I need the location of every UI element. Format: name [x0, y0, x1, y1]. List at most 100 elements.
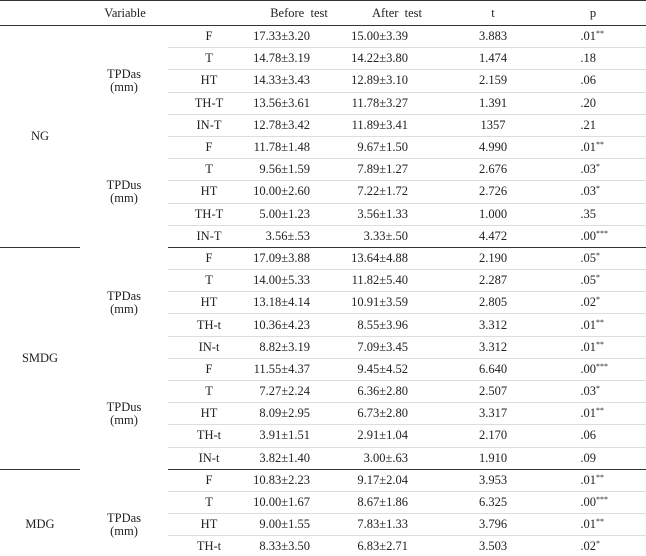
t-value: 6.325: [446, 491, 541, 515]
p-value: .03: [580, 184, 597, 199]
table-row: TPDus (mm) F 11.78±1.48 9.67±1.50 4.990.01**: [0, 136, 646, 204]
table-row: T 10.00±1.67 8.67±1.86 6.325.00***: [0, 491, 646, 515]
before-test: 17.09±3.88: [250, 247, 349, 271]
item: IN-t: [168, 447, 251, 470]
after-test: 3.56±1.33: [348, 203, 447, 226]
p-cell: .03*: [540, 380, 646, 404]
after-test: 14.22±3.80: [348, 47, 447, 71]
p-cell: .01**: [540, 25, 646, 49]
header-cell: After test: [348, 0, 447, 26]
header-cell: t: [446, 0, 541, 26]
after-test: 10.91±3.59: [348, 291, 447, 315]
t-value: 2.287: [446, 269, 541, 293]
table-row: HT 10.00±2.60 7.22±1.72 2.726.03*: [0, 180, 646, 204]
table-row: T 7.27±2.24 6.36±2.80 2.507.03*: [0, 380, 646, 404]
p-cell: .35​: [540, 203, 646, 226]
p-cell: .00***: [540, 491, 646, 515]
p-cell: .18​: [540, 47, 646, 71]
item: F: [168, 358, 251, 382]
item: T: [168, 269, 251, 293]
p-cell: .21​: [540, 114, 646, 137]
after-test: 11.82±5.40: [348, 269, 447, 293]
p-cell: .06​: [540, 69, 646, 93]
p-cell: .02*: [540, 291, 646, 315]
item: F: [168, 247, 251, 271]
after-test: 9.17±2.04: [348, 469, 447, 492]
table-row: T 14.00±5.33 11.82±5.40 2.287.05*: [0, 269, 646, 293]
item: HT: [168, 69, 251, 93]
after-test: 11.89±3.41: [348, 114, 447, 137]
t-value: 2.507: [446, 380, 541, 404]
table-row: HT 13.18±4.14 10.91±3.59 2.805.02*: [0, 291, 646, 315]
before-test: 11.78±1.48: [250, 136, 349, 160]
item: T: [168, 158, 251, 182]
before-test: 13.18±4.14: [250, 291, 349, 315]
item: IN-T: [168, 114, 251, 137]
table-row: MDG TPDas (mm) F 10.83±2.23 9.17±2.04 3.953.01…: [0, 469, 646, 556]
item: F: [168, 469, 251, 492]
t-value: 4.990: [446, 136, 541, 160]
t-value: 3.953: [446, 469, 541, 492]
after-test: 9.45±4.52: [348, 358, 447, 382]
item: TH-T: [168, 92, 251, 115]
before-test: 9.00±1.55: [250, 513, 349, 537]
p-cell: .01**: [540, 402, 646, 426]
p-cell: .06​: [540, 424, 646, 448]
t-value: 1.391: [446, 92, 541, 115]
table-row: IN-T 3.56±.53 3.33±.50 4.472.00***: [0, 225, 646, 248]
before-test: 5.00±1.23: [250, 203, 349, 226]
table-row: T 9.56±1.59 7.89±1.27 2.676.03*: [0, 158, 646, 182]
header-cell: Variable: [0, 0, 251, 26]
subgroup-name: TPDus: [106, 177, 142, 192]
after-test: 3.00±.63: [348, 447, 447, 470]
p-value: .01: [580, 517, 597, 532]
after-test: 8.55±3.96: [348, 313, 447, 337]
before-test: 14.00±5.33: [250, 269, 349, 293]
subgroup-label: TPDas (mm): [80, 26, 168, 137]
p-value: .05: [580, 250, 597, 265]
group-label: NG: [0, 25, 80, 248]
significance: **: [596, 29, 605, 39]
item: TH-t: [168, 424, 251, 448]
p-cell: .09​: [540, 447, 646, 470]
after-test: 6.83±2.71: [348, 535, 447, 556]
group-label: MDG: [0, 469, 80, 556]
t-value: 4.472: [446, 225, 541, 248]
p-cell: .00***: [540, 225, 646, 248]
significance: **: [596, 339, 605, 349]
after-test: 11.78±3.27: [348, 92, 447, 115]
table-row: HT 9.00±1.55 7.83±1.33 3.796.01**: [0, 513, 646, 537]
before-test: 10.83±2.23: [250, 469, 349, 492]
after-test: 3.33±.50: [348, 225, 447, 248]
p-cell: .05*: [540, 247, 646, 271]
t-value: 3.317: [446, 402, 541, 426]
subgroup-name: TPDas: [106, 510, 142, 525]
before-test: 10.00±1.67: [250, 491, 349, 515]
significance: **: [596, 472, 605, 482]
item: F: [168, 25, 251, 49]
after-test: 8.67±1.86: [348, 491, 447, 515]
t-value: 2.805: [446, 291, 541, 315]
significance: ***: [596, 228, 609, 238]
p-value: .00: [580, 228, 597, 243]
significance: **: [596, 406, 605, 416]
significance: *: [596, 250, 601, 260]
before-test: 8.82±3.19: [250, 336, 349, 359]
table-row: IN-t 8.82±3.19 7.09±3.45 3.312.01**: [0, 336, 646, 359]
significance: *: [596, 384, 601, 394]
p-value: .18: [580, 51, 597, 66]
subgroup-name: TPDas: [106, 67, 142, 82]
table-row: IN-t3.82±1.403.00±.631.910.09​: [0, 447, 646, 470]
p-cell: .01**: [540, 513, 646, 537]
before-test: 10.36±4.23: [250, 313, 349, 337]
after-test: 6.73±2.80: [348, 402, 447, 426]
significance: *: [596, 162, 601, 172]
before-test: 3.82±1.40: [250, 447, 349, 470]
p-value: .06: [580, 428, 597, 443]
after-test: 12.89±3.10: [348, 69, 447, 93]
p-value: .01: [580, 29, 597, 44]
subgroup-label: TPDus (mm): [80, 358, 168, 469]
